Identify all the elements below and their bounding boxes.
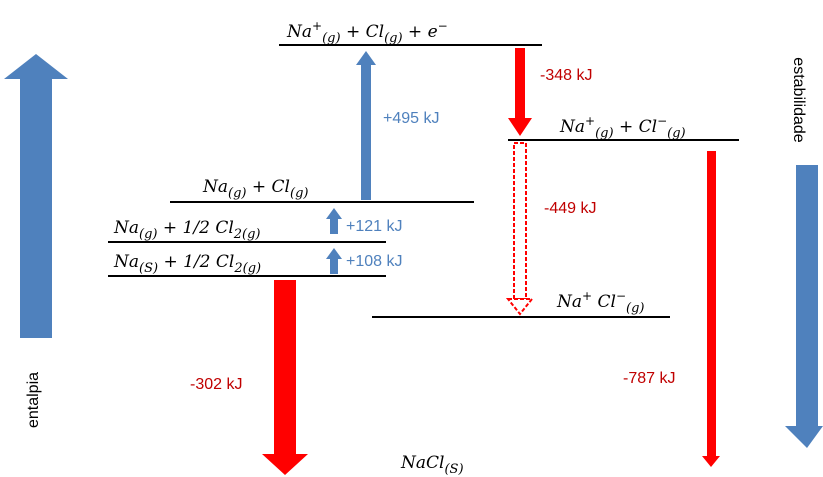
label-na-gas-half-cl2: Na(g) + 1/2 Cl2(g) [113,218,261,242]
atomization-cl-value: +121 kJ [346,218,402,235]
ionization-arrow [356,51,376,200]
enthalpy-axis-label: entalpia [25,372,42,428]
electron-affinity-value: -348 kJ [540,67,592,84]
lattice-energy-arrow [702,151,720,467]
ion-pair-formation-value: -449 kJ [544,200,596,217]
formation-enthalpy-value: -302 kJ [190,376,242,393]
atomization-cl-arrow [326,208,342,234]
lattice-energy-value: -787 kJ [623,370,675,387]
label-ion-pair: Na+ Cl−(g) [556,289,644,316]
label-na-cl-electron: Na+(g) + Cl(g) + e− [286,19,448,46]
label-nacl-solid: NaCl(S) [400,453,464,477]
sublimation-na-value: +108 kJ [346,253,402,270]
electron-affinity-arrow [508,48,532,136]
ion-pair-formation-arrow [505,142,535,316]
label-gas-atoms: Na(g) + Cl(g) [202,177,308,201]
ionization-energy-value: +495 kJ [383,110,439,127]
enthalpy-arrow [4,54,68,338]
sublimation-na-arrow [326,248,342,274]
stability-arrow [785,165,823,448]
label-na-solid-half-cl2: Na(S) + 1/2 Cl2(g) [113,252,261,276]
label-gas-ions: Na+(g) + Cl−(g) [559,114,686,141]
formation-enthalpy-arrow [262,280,308,475]
stability-axis-label: estabilidade [790,57,807,143]
